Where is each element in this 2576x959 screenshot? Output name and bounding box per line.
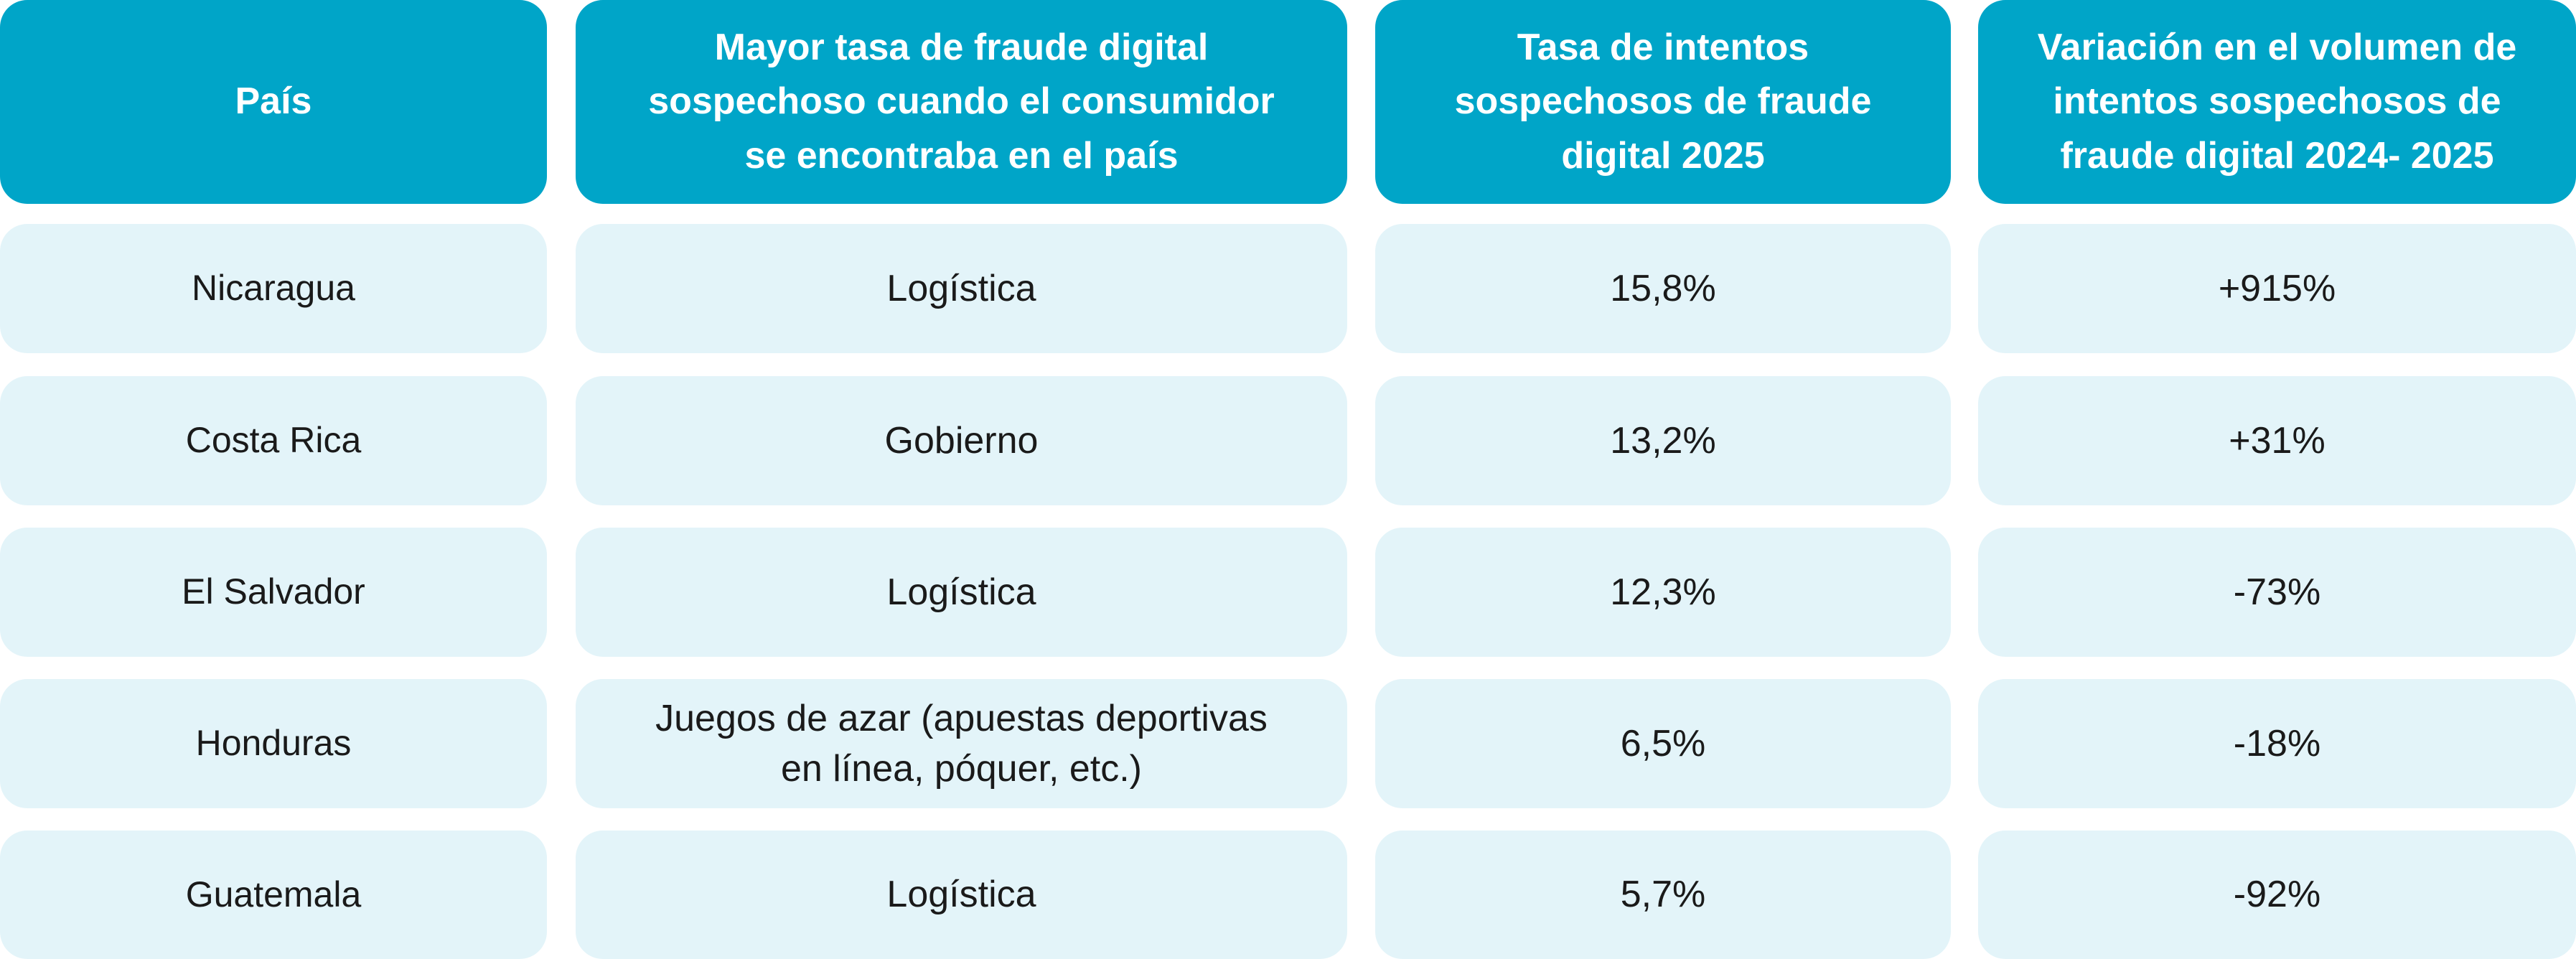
table-row: Costa Rica Gobierno 13,2% +31%	[0, 376, 2576, 505]
table-row: Nicaragua Logística 15,8% +915%	[0, 224, 2576, 353]
header-variation: Variación en el volumen de intentos sosp…	[1978, 0, 2576, 204]
cell-variation: +915%	[1978, 224, 2576, 353]
cell-country: Nicaragua	[0, 224, 547, 353]
cell-sector: Logística	[576, 831, 1347, 959]
cell-country: Costa Rica	[0, 376, 547, 505]
cell-rate: 15,8%	[1375, 224, 1951, 353]
header-rate-2025: Tasa de intentos sospechosos de fraude d…	[1375, 0, 1951, 204]
cell-variation: +31%	[1978, 376, 2576, 505]
table-row: El Salvador Logística 12,3% -73%	[0, 528, 2576, 657]
cell-rate: 6,5%	[1375, 679, 1951, 808]
table-row: Guatemala Logística 5,7% -92%	[0, 831, 2576, 959]
cell-rate: 12,3%	[1375, 528, 1951, 657]
cell-sector: Logística	[576, 224, 1347, 353]
cell-sector: Logística	[576, 528, 1347, 657]
table-row: Honduras Juegos de azar (apuestas deport…	[0, 679, 2576, 808]
header-country: País	[0, 0, 547, 204]
cell-sector: Gobierno	[576, 376, 1347, 505]
header-top-sector: Mayor tasa de fraude digital sospechoso …	[576, 0, 1347, 204]
cell-variation: -18%	[1978, 679, 2576, 808]
cell-country: El Salvador	[0, 528, 547, 657]
cell-rate: 13,2%	[1375, 376, 1951, 505]
cell-variation: -73%	[1978, 528, 2576, 657]
cell-rate: 5,7%	[1375, 831, 1951, 959]
cell-variation: -92%	[1978, 831, 2576, 959]
cell-country: Honduras	[0, 679, 547, 808]
table-header-row: País Mayor tasa de fraude digital sospec…	[0, 0, 2576, 204]
cell-country: Guatemala	[0, 831, 547, 959]
cell-sector: Juegos de azar (apuestas deportivas en l…	[576, 679, 1347, 808]
